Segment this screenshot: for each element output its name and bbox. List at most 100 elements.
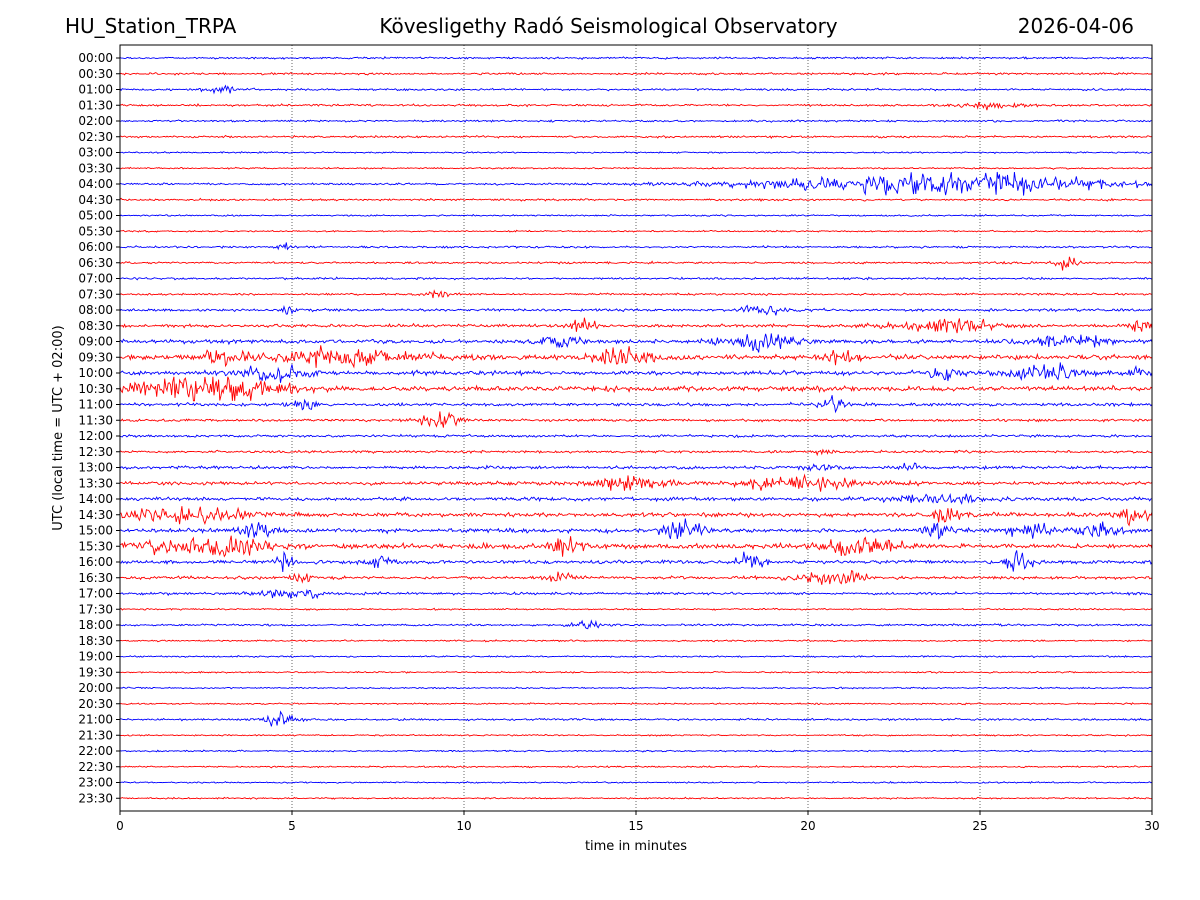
trace-1600 xyxy=(119,550,1153,573)
y-tick-label: 17:00 xyxy=(78,587,113,601)
y-tick-label: 05:30 xyxy=(78,224,113,238)
trace-0800 xyxy=(119,304,1153,316)
trace-1700 xyxy=(119,588,1153,600)
y-tick-label: 13:30 xyxy=(78,476,113,490)
y-tick-label: 04:00 xyxy=(78,177,113,191)
y-tick-label: 03:30 xyxy=(78,161,113,175)
trace-1030 xyxy=(119,376,1153,402)
y-tick-label: 16:30 xyxy=(78,571,113,585)
trace-1830 xyxy=(120,639,1153,643)
y-axis-label: UTC (local time = UTC + 02:00) xyxy=(51,325,66,530)
trace-2030 xyxy=(119,702,1153,706)
trace-0530 xyxy=(119,229,1152,233)
trace-0430 xyxy=(119,197,1152,203)
trace-1530 xyxy=(119,535,1153,558)
observatory-title: Kövesligethy Radó Seismological Observat… xyxy=(379,14,838,38)
trace-1430 xyxy=(119,506,1153,527)
trace-2200 xyxy=(119,749,1153,753)
trace-0400 xyxy=(119,171,1153,196)
trace-0600 xyxy=(119,242,1153,251)
trace-0200 xyxy=(119,119,1153,123)
x-tick-label: 5 xyxy=(288,819,296,833)
y-tick-label: 08:00 xyxy=(78,303,113,317)
x-tick-label: 15 xyxy=(628,819,643,833)
y-tick-label: 10:00 xyxy=(78,366,113,380)
trace-0130 xyxy=(119,101,1153,111)
x-tick-label: 10 xyxy=(456,819,471,833)
y-tick-label: 07:00 xyxy=(78,272,113,286)
y-tick-label: 14:00 xyxy=(78,492,113,506)
y-tick-label: 11:30 xyxy=(78,413,113,427)
y-tick-label: 19:30 xyxy=(78,665,113,679)
trace-2130 xyxy=(119,733,1153,737)
trace-1800 xyxy=(119,619,1153,630)
trace-1100 xyxy=(119,395,1153,414)
y-tick-label: 20:30 xyxy=(78,697,113,711)
y-tick-label: 05:00 xyxy=(78,209,113,223)
y-tick-label: 07:30 xyxy=(78,287,113,301)
trace-1900 xyxy=(119,654,1153,659)
x-tick-label: 25 xyxy=(972,819,987,833)
trace-1300 xyxy=(119,462,1153,472)
y-tick-label: 15:00 xyxy=(78,524,113,538)
y-tick-label: 06:00 xyxy=(78,240,113,254)
trace-1400 xyxy=(119,492,1153,505)
trace-1000 xyxy=(119,362,1153,383)
trace-0500 xyxy=(119,213,1153,218)
y-tick-label: 12:30 xyxy=(78,445,113,459)
trace-0730 xyxy=(119,289,1152,299)
y-tick-label: 19:00 xyxy=(78,650,113,664)
y-tick-label: 02:30 xyxy=(78,130,113,144)
y-tick-label: 08:30 xyxy=(78,319,113,333)
trace-0100 xyxy=(119,84,1153,95)
x-tick-label: 20 xyxy=(800,819,815,833)
y-tick-label: 00:30 xyxy=(78,67,113,81)
trace-2100 xyxy=(119,710,1152,727)
y-tick-label: 18:00 xyxy=(78,618,113,632)
trace-2230 xyxy=(120,764,1153,769)
trace-0900 xyxy=(119,333,1153,353)
y-tick-label: 22:00 xyxy=(78,744,113,758)
y-tick-label: 06:30 xyxy=(78,256,113,270)
trace-1500 xyxy=(119,518,1153,540)
y-tick-label: 04:30 xyxy=(78,193,113,207)
y-tick-label: 02:00 xyxy=(78,114,113,128)
y-tick-label: 01:00 xyxy=(78,83,113,97)
date-title: 2026-04-06 xyxy=(1017,14,1134,38)
trace-2300 xyxy=(119,780,1153,784)
y-tick-label: 23:00 xyxy=(78,776,113,790)
trace-0330 xyxy=(119,166,1153,170)
y-tick-label: 14:30 xyxy=(78,508,113,522)
y-tick-label: 11:00 xyxy=(78,398,113,412)
trace-2000 xyxy=(119,686,1153,690)
trace-0630 xyxy=(119,256,1153,271)
station-title: HU_Station_TRPA xyxy=(65,14,237,38)
y-tick-label: 09:00 xyxy=(78,335,113,349)
trace-0300 xyxy=(119,151,1153,155)
y-tick-label: 21:30 xyxy=(78,728,113,742)
trace-1330 xyxy=(119,473,1153,492)
y-tick-label: 15:30 xyxy=(78,539,113,553)
y-tick-label: 20:00 xyxy=(78,681,113,695)
trace-0830 xyxy=(119,317,1153,334)
y-tick-label: 09:30 xyxy=(78,350,113,364)
y-tick-label: 22:30 xyxy=(78,760,113,774)
y-tick-label: 18:30 xyxy=(78,634,113,648)
y-tick-label: 12:00 xyxy=(78,429,113,443)
trace-2330 xyxy=(120,796,1153,800)
x-axis-label: time in minutes xyxy=(585,839,687,854)
trace-1630 xyxy=(119,570,1153,585)
trace-1230 xyxy=(119,448,1153,457)
trace-1930 xyxy=(119,670,1153,674)
y-tick-label: 16:00 xyxy=(78,555,113,569)
trace-0230 xyxy=(119,134,1153,139)
trace-1130 xyxy=(119,411,1153,428)
x-tick-label: 30 xyxy=(1144,819,1159,833)
y-tick-label: 23:30 xyxy=(78,791,113,805)
x-tick-label: 0 xyxy=(116,819,124,833)
y-tick-label: 10:30 xyxy=(78,382,113,396)
trace-0930 xyxy=(119,345,1153,369)
y-tick-label: 21:00 xyxy=(78,713,113,727)
y-tick-label: 00:00 xyxy=(78,51,113,65)
